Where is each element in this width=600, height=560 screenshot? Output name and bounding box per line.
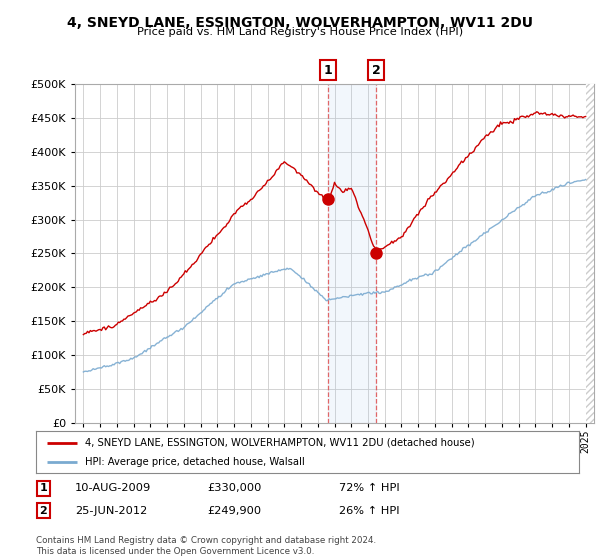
Text: 10-AUG-2009: 10-AUG-2009 [75, 483, 151, 493]
Text: 1: 1 [323, 64, 332, 77]
Text: 4, SNEYD LANE, ESSINGTON, WOLVERHAMPTON, WV11 2DU (detached house): 4, SNEYD LANE, ESSINGTON, WOLVERHAMPTON,… [85, 437, 475, 447]
Text: 72% ↑ HPI: 72% ↑ HPI [339, 483, 400, 493]
Text: 2: 2 [372, 64, 381, 77]
Text: HPI: Average price, detached house, Walsall: HPI: Average price, detached house, Wals… [85, 457, 305, 467]
Text: Contains HM Land Registry data © Crown copyright and database right 2024.
This d: Contains HM Land Registry data © Crown c… [36, 536, 376, 556]
Text: £330,000: £330,000 [207, 483, 262, 493]
Text: Price paid vs. HM Land Registry's House Price Index (HPI): Price paid vs. HM Land Registry's House … [137, 27, 463, 37]
Text: 1: 1 [40, 483, 47, 493]
Text: 26% ↑ HPI: 26% ↑ HPI [339, 506, 400, 516]
Bar [586, 84, 594, 423]
Text: 4, SNEYD LANE, ESSINGTON, WOLVERHAMPTON, WV11 2DU: 4, SNEYD LANE, ESSINGTON, WOLVERHAMPTON,… [67, 16, 533, 30]
Bar [328, 84, 376, 423]
Bar [586, 84, 594, 423]
Text: 2: 2 [40, 506, 47, 516]
Text: £249,900: £249,900 [207, 506, 261, 516]
Text: 25-JUN-2012: 25-JUN-2012 [75, 506, 147, 516]
